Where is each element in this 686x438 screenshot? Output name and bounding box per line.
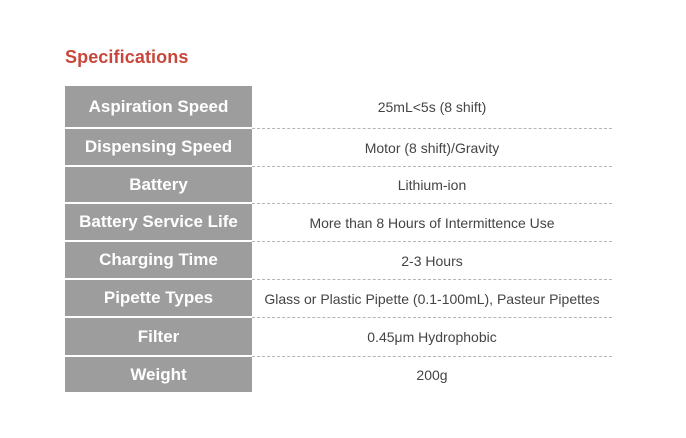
spec-value: 0.45μm Hydrophobic [252, 318, 612, 357]
spec-label: Filter [65, 318, 252, 357]
spec-row-battery-service-life: Battery Service Life More than 8 Hours o… [65, 204, 612, 242]
spec-row-pipette-types: Pipette Types Glass or Plastic Pipette (… [65, 280, 612, 318]
specifications-table: Aspiration Speed 25mL<5s (8 shift) Dispe… [65, 86, 612, 392]
spec-value: Lithium-ion [252, 167, 612, 204]
spec-row-aspiration-speed: Aspiration Speed 25mL<5s (8 shift) [65, 86, 612, 129]
spec-label: Aspiration Speed [65, 86, 252, 129]
spec-value: 2-3 Hours [252, 242, 612, 280]
spec-label: Battery Service Life [65, 204, 252, 242]
spec-row-battery: Battery Lithium-ion [65, 167, 612, 204]
spec-label: Charging Time [65, 242, 252, 280]
spec-value: 200g [416, 366, 448, 383]
spec-value: Motor (8 shift)/Gravity [252, 129, 612, 167]
section-title: Specifications [65, 47, 189, 67]
spec-value: Glass or Plastic Pipette (0.1-100mL), Pa… [252, 280, 612, 318]
spec-row-weight: Weight 200g [65, 357, 612, 392]
spec-value: More than 8 Hours of Intermittence Use [252, 204, 612, 242]
spec-label: Dispensing Speed [65, 129, 252, 167]
spec-row-charging-time: Charging Time 2-3 Hours [65, 242, 612, 280]
spec-label: Weight [65, 357, 252, 392]
spec-value: 25mL<5s (8 shift) [252, 86, 612, 129]
spec-label: Pipette Types [65, 280, 252, 318]
spec-label: Battery [65, 167, 252, 204]
spec-row-filter: Filter 0.45μm Hydrophobic [65, 318, 612, 357]
spec-row-dispensing-speed: Dispensing Speed Motor (8 shift)/Gravity [65, 129, 612, 167]
